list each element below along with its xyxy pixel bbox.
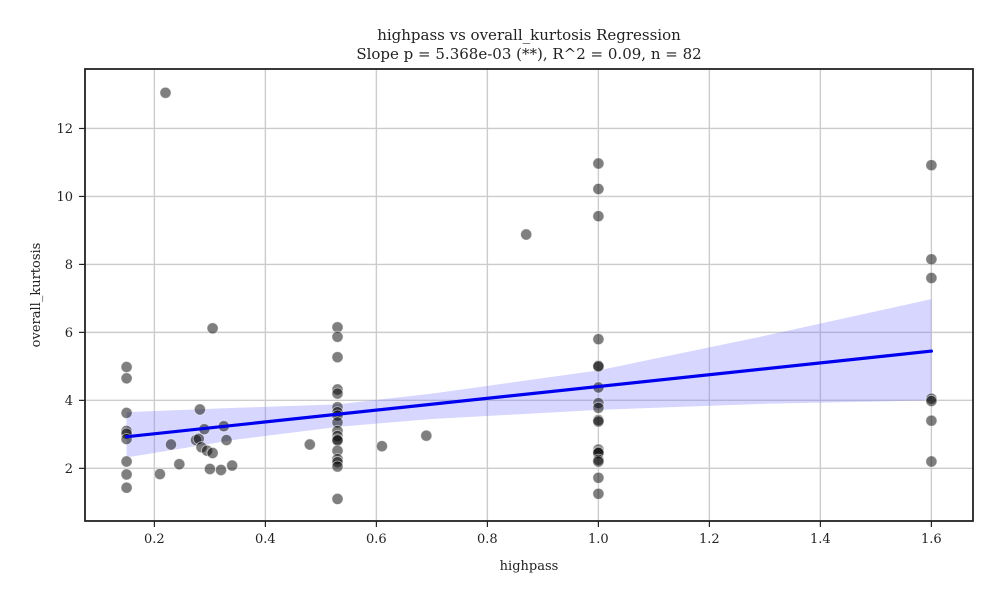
data-point [925,394,938,407]
data-point [120,455,133,468]
regression-line-layer [125,349,933,439]
y-tick-label: 2 [65,462,73,477]
data-point [164,438,177,451]
data-point [925,455,938,468]
grid-lines [85,69,973,521]
data-point [193,403,206,416]
data-point [331,330,344,343]
x-tick-label: 1.4 [810,532,831,547]
data-point [592,333,605,346]
data-point [203,462,216,475]
plot-frame [84,68,974,522]
data-point [159,86,172,99]
x-tick-label: 1.0 [588,532,609,547]
data-point [173,458,186,471]
data-point [592,487,605,500]
x-tick-label: 0.8 [477,532,498,547]
data-point [220,434,233,447]
x-tick-label: 0.2 [144,532,165,547]
data-point [592,360,605,373]
data-point [592,182,605,195]
data-point [206,446,219,459]
x-tick-label: 1.6 [921,532,942,547]
data-point [331,492,344,505]
data-point [331,351,344,364]
data-point [120,481,133,494]
axis-ticks: 0.2 0.4 0.6 0.8 1.0 1.2 1.4 1.6 2 4 6 8 10 12 [56,122,941,547]
data-point [120,372,133,385]
x-tick-label: 0.4 [255,532,276,547]
data-point [331,460,344,473]
data-point [420,429,433,442]
data-point [925,271,938,284]
data-point [592,210,605,223]
data-point [303,438,316,451]
x-tick-label: 1.2 [699,532,720,547]
regression-line [125,349,933,439]
data-point [214,463,227,476]
x-axis-label: highpass [500,559,559,574]
data-point [592,415,605,428]
data-point [925,414,938,427]
data-point [592,157,605,170]
y-tick-label: 6 [65,326,73,341]
data-point [120,468,133,481]
data-point [331,434,344,447]
data-point [592,455,605,468]
y-tick-label: 12 [56,122,73,137]
data-point [206,322,219,335]
confidence-band [126,299,932,458]
data-point [925,253,938,266]
data-point [592,401,605,414]
data-point [226,459,239,472]
y-axis-label: overall_kurtosis [29,243,44,348]
x-tick-label: 0.6 [366,532,387,547]
y-tick-label: 8 [65,258,73,273]
y-tick-label: 10 [56,190,73,205]
data-point [120,360,133,373]
data-point [592,471,605,484]
data-point [375,440,388,453]
chart-title: highpass vs overall_kurtosis Regression [377,26,681,44]
data-point [331,387,344,400]
y-tick-label: 4 [65,394,73,409]
confidence-band-layer [126,299,932,458]
data-point [925,159,938,172]
data-point [153,468,166,481]
chart-subtitle: Slope p = 5.368e-03 (**), R^2 = 0.09, n … [356,45,701,63]
scatter-points [120,86,938,505]
data-point [520,228,533,241]
data-point [120,406,133,419]
